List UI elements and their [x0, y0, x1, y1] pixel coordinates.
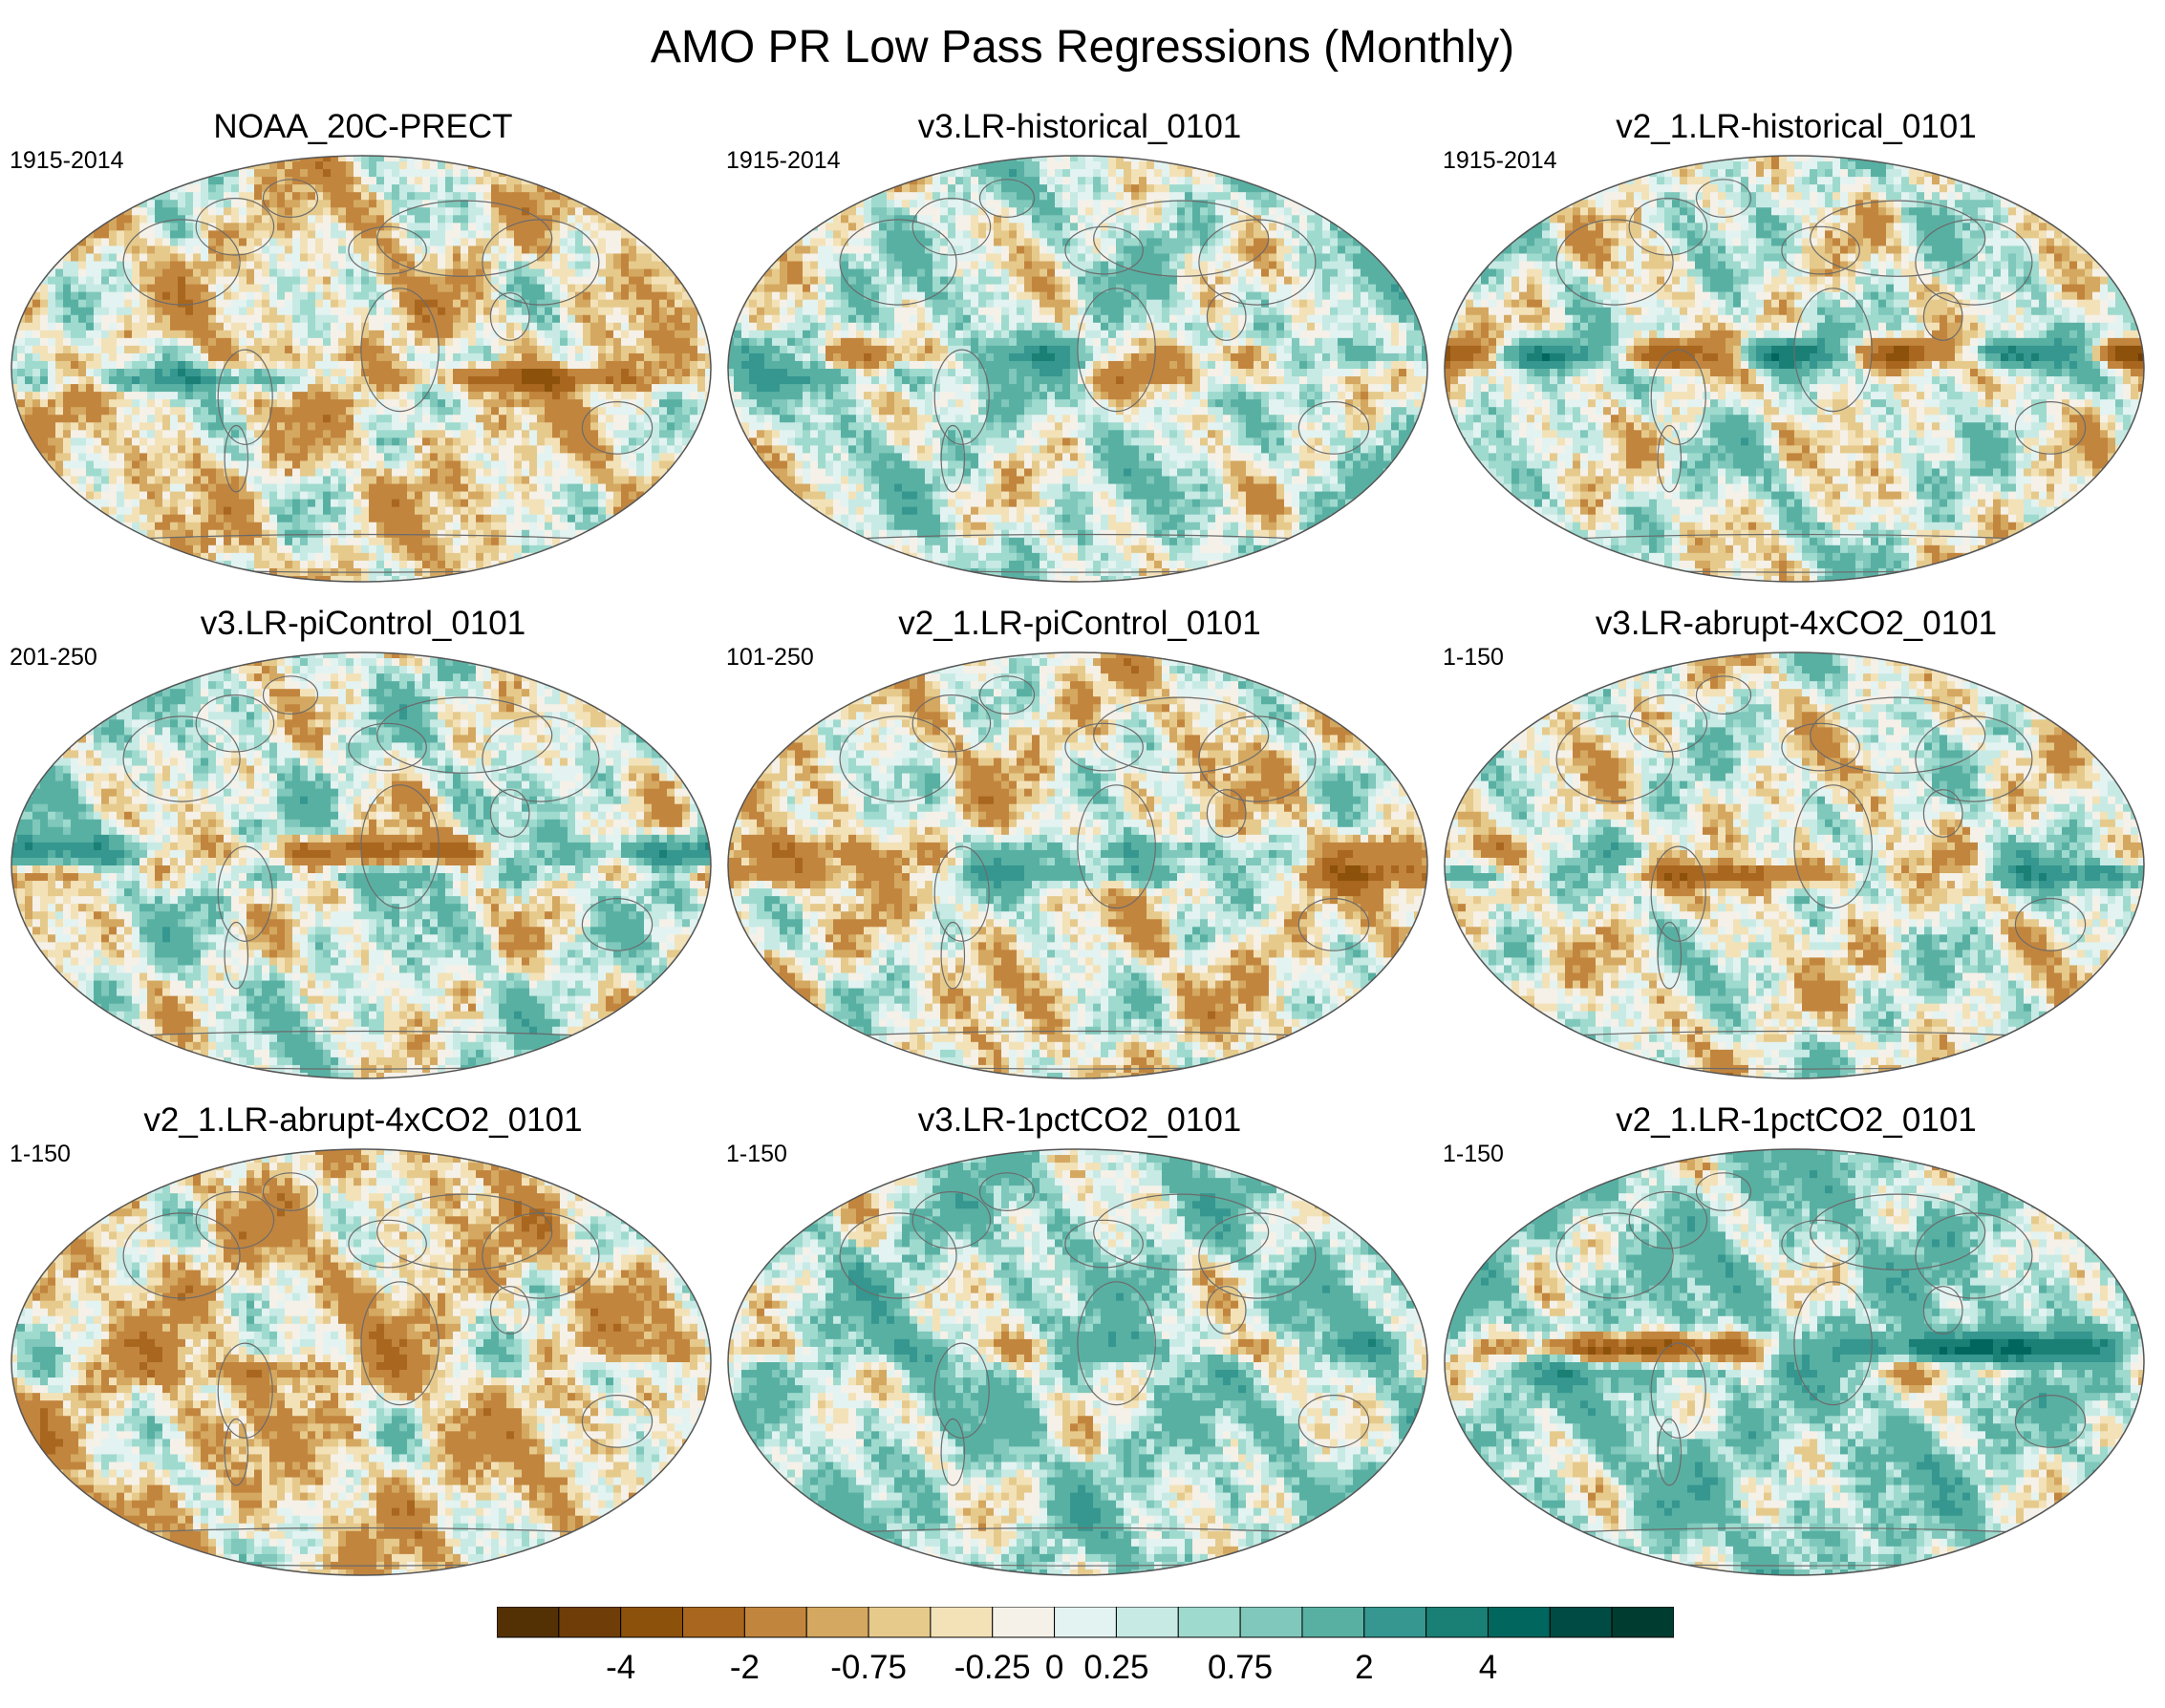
precip-regression-map [1444, 651, 2145, 1079]
colorbar-box [1239, 1607, 1303, 1638]
colorbar-box [805, 1607, 869, 1638]
colorbar-box [1177, 1607, 1241, 1638]
colorbar-boxes [497, 1607, 1674, 1638]
map-panel: NOAA_20C-PRECT 1915-2014 [10, 108, 717, 586]
panel-title: v3.LR-historical_0101 [726, 108, 1433, 146]
field-cells [728, 156, 1427, 582]
precip-regression-map [11, 651, 712, 1079]
colorbar-box [1363, 1607, 1427, 1638]
precip-regression-map [727, 1148, 1428, 1576]
coastlines [11, 1172, 711, 1567]
colorbar-box [1549, 1607, 1613, 1638]
coastlines [11, 675, 711, 1070]
coastlines [1445, 1172, 2144, 1567]
coastlines [11, 179, 711, 573]
map-border [11, 651, 712, 1079]
map-border [11, 155, 712, 583]
map-border [727, 155, 1428, 583]
panel-title: v2_1.LR-piControl_0101 [726, 605, 1433, 643]
colorbar-box [620, 1607, 684, 1638]
panel-period: 1915-2014 [10, 146, 124, 175]
map-border [727, 651, 1428, 1079]
colorbar-box [1115, 1607, 1179, 1638]
panel-title: v3.LR-1pctCO2_0101 [726, 1101, 1433, 1140]
colorbar-box [558, 1607, 622, 1638]
map-border [727, 1148, 1428, 1576]
map-panel: v2_1.LR-abrupt-4xCO2_0101 1-150 [10, 1101, 717, 1579]
coastlines [1445, 179, 2144, 573]
panel-period: 1915-2014 [726, 146, 841, 175]
colorbar-box [868, 1607, 932, 1638]
panel-period: 1915-2014 [1443, 146, 1557, 175]
panel-period: 1-150 [1443, 1140, 1504, 1168]
colorbar-tick-label: 2 [1307, 1649, 1422, 1687]
map-panel: v3.LR-abrupt-4xCO2_0101 1-150 [1443, 605, 2150, 1082]
precip-regression-map [1444, 1148, 2145, 1576]
panel-title: v3.LR-piControl_0101 [10, 605, 717, 643]
colorbar-box [930, 1607, 994, 1638]
map-panel: v2_1.LR-piControl_0101 101-250 [726, 605, 1433, 1082]
map-panel: v2_1.LR-historical_0101 1915-2014 [1443, 108, 2150, 586]
map-panel: v3.LR-piControl_0101 201-250 [10, 605, 717, 1082]
precip-regression-map [11, 155, 712, 583]
panel-title: v2_1.LR-abrupt-4xCO2_0101 [10, 1101, 717, 1140]
panel-period: 101-250 [726, 643, 814, 672]
map-border [1444, 1148, 2145, 1576]
colorbar-tick-label: 0.25 [1059, 1649, 1173, 1687]
colorbar-box [497, 1607, 560, 1638]
panel-period: 201-250 [10, 643, 97, 672]
colorbar: -4 -2 -0.75 -0.25 0 0.25 0.75 2 4 [497, 1607, 1674, 1693]
colorbar-box [1054, 1607, 1117, 1638]
field-cells [11, 156, 711, 582]
colorbar-tick-label: -0.75 [811, 1649, 926, 1687]
colorbar-tick-label: 4 [1431, 1649, 1546, 1687]
map-panel: v3.LR-1pctCO2_0101 1-150 [726, 1101, 1433, 1579]
coastlines [728, 179, 1427, 573]
coastlines [1445, 675, 2144, 1070]
panel-period: 1-150 [726, 1140, 787, 1168]
colorbar-box [682, 1607, 745, 1638]
colorbar-tick-label: 0 [997, 1649, 1112, 1687]
field-cells [11, 1149, 711, 1575]
panel-title: NOAA_20C-PRECT [10, 108, 717, 146]
colorbar-tick-label: 0.75 [1183, 1649, 1297, 1687]
field-cells [1445, 652, 2144, 1078]
precip-regression-map [1444, 155, 2145, 583]
coastlines [728, 1172, 1427, 1567]
colorbar-tick-label: -2 [687, 1649, 802, 1687]
colorbar-box [992, 1607, 1056, 1638]
map-border [1444, 155, 2145, 583]
colorbar-box [1301, 1607, 1365, 1638]
panel-title: v2_1.LR-1pctCO2_0101 [1443, 1101, 2150, 1140]
colorbar-tick-label: -0.25 [935, 1649, 1050, 1687]
figure-title: AMO PR Low Pass Regressions (Monthly) [0, 21, 2165, 75]
colorbar-box [1487, 1607, 1551, 1638]
field-cells [1445, 156, 2144, 582]
precip-regression-map [727, 651, 1428, 1079]
map-panel: v3.LR-historical_0101 1915-2014 [726, 108, 1433, 586]
field-cells [1445, 1149, 2144, 1575]
map-border [11, 1148, 712, 1576]
field-cells [728, 1149, 1427, 1575]
field-cells [728, 652, 1427, 1078]
colorbar-tick-label: -4 [564, 1649, 678, 1687]
field-cells [11, 652, 711, 1078]
precip-regression-map [11, 1148, 712, 1576]
colorbar-box [743, 1607, 807, 1638]
colorbar-box [1425, 1607, 1489, 1638]
map-border [1444, 651, 2145, 1079]
precip-regression-map [727, 155, 1428, 583]
panel-period: 1-150 [1443, 643, 1504, 672]
coastlines [728, 675, 1427, 1070]
panel-title: v2_1.LR-historical_0101 [1443, 108, 2150, 146]
colorbar-box [1611, 1607, 1674, 1638]
panel-period: 1-150 [10, 1140, 71, 1168]
map-panel: v2_1.LR-1pctCO2_0101 1-150 [1443, 1101, 2150, 1579]
panel-title: v3.LR-abrupt-4xCO2_0101 [1443, 605, 2150, 643]
